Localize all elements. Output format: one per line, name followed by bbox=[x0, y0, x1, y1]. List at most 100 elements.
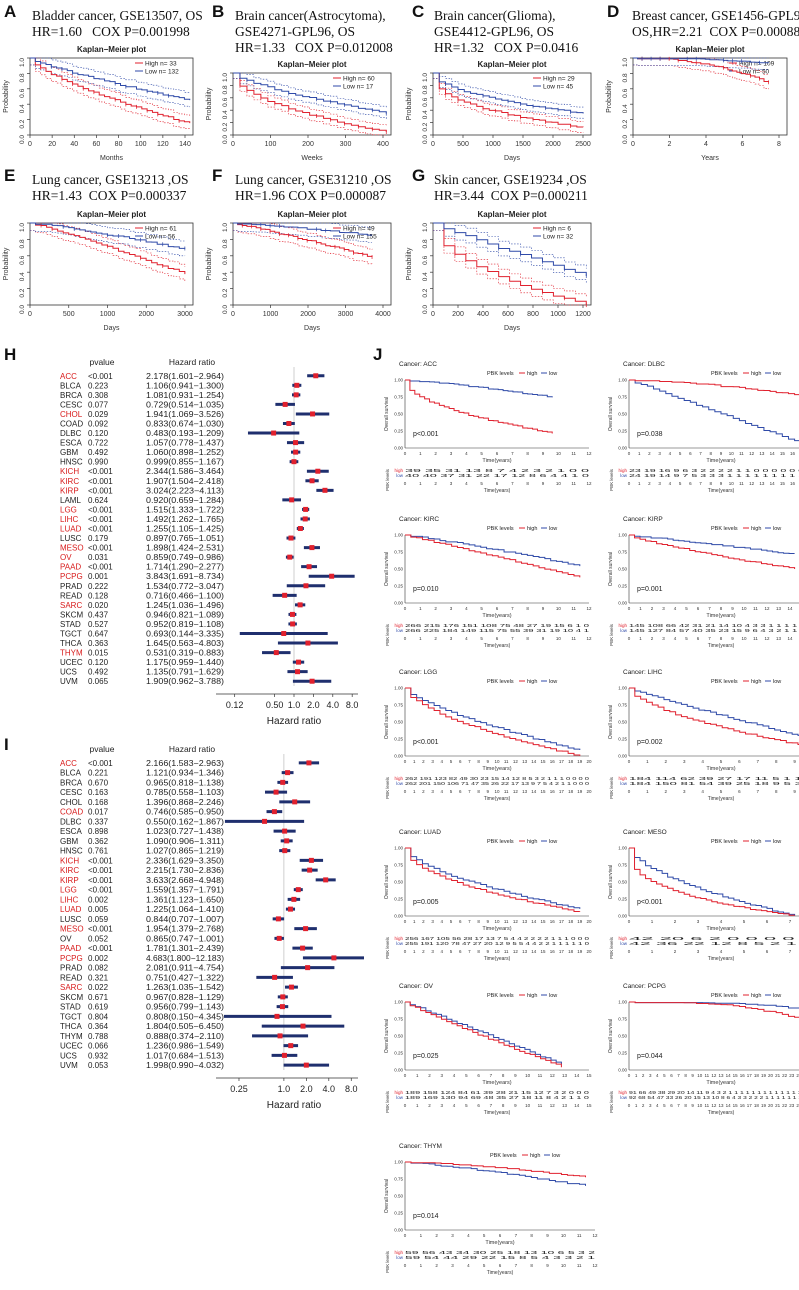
row-pvalue: 0.788 bbox=[88, 1032, 109, 1041]
legend-high-label: High n= 6 bbox=[543, 226, 571, 233]
risk-x-tick-label: 1 bbox=[651, 949, 654, 954]
risk-x-tick-label: 0 bbox=[404, 949, 407, 954]
km-j-legend-title: PBK levels bbox=[711, 839, 738, 845]
risk-x-tick-label: 3 bbox=[649, 1103, 652, 1108]
row-hazard-ratio: 1.263(1.035−1.542) bbox=[146, 983, 224, 992]
hr-point bbox=[282, 593, 287, 598]
panel-label-a: A bbox=[4, 2, 16, 22]
row-cancer-label: LAML bbox=[60, 496, 81, 505]
row-cancer-label: LUAD bbox=[60, 525, 82, 534]
row-hazard-ratio: 3.024(2.223−4.113) bbox=[146, 486, 224, 495]
row-pvalue: <0.001 bbox=[88, 759, 113, 768]
risk-x-tick-label: 2 bbox=[435, 1263, 438, 1268]
hr-point bbox=[289, 497, 294, 502]
row-hazard-ratio: 1.090(0.906−1.311) bbox=[146, 837, 224, 846]
hr-point bbox=[304, 1063, 309, 1068]
x-axis-label: Hazard ratio bbox=[267, 716, 322, 727]
row-pvalue: 0.722 bbox=[88, 439, 109, 448]
x-tick-label: 1000 bbox=[100, 311, 116, 318]
risk-x-tick-label: 5 bbox=[465, 1103, 468, 1108]
x-tick-label: 9 bbox=[487, 759, 490, 764]
row-hazard-ratio: 4.683(1.800−12.183) bbox=[146, 954, 224, 963]
row-hazard-ratio: 0.956(0.799−1.143) bbox=[146, 1003, 224, 1012]
row-cancer-label: ESCA bbox=[60, 827, 82, 836]
risk-x-tick-label: 18 bbox=[568, 949, 574, 954]
panel-e-title: Lung cancer, GSE13213 ,OS HR=1.43 COX P=… bbox=[32, 172, 189, 204]
curve-high bbox=[405, 535, 580, 577]
x-tick-label: 4 bbox=[453, 1073, 456, 1078]
risk-x-tick-label: 0 bbox=[404, 789, 407, 794]
risk-row-low-label: low bbox=[396, 781, 404, 786]
risk-row-low-label: low bbox=[396, 628, 404, 633]
row-hazard-ratio: 1.559(1.357−1.791) bbox=[146, 886, 224, 895]
y-tick-label: 0.4 bbox=[222, 272, 229, 281]
x-tick-label: 1200 bbox=[575, 311, 591, 318]
row-cancer-label: UCEC bbox=[60, 1042, 83, 1051]
hr-point bbox=[303, 507, 308, 512]
risk-x-tick-label: 15 bbox=[540, 789, 546, 794]
risk-x-tick-label: 4 bbox=[674, 636, 677, 641]
x-tick-label: 0 bbox=[628, 759, 631, 764]
x-tick-label: 6 bbox=[766, 919, 769, 924]
y-tick-label: 0.8 bbox=[19, 73, 26, 82]
row-hazard-ratio: 1.396(0.868−2.246) bbox=[146, 798, 224, 807]
km-j-legend-high: high bbox=[751, 679, 761, 685]
x-tick-label: 40 bbox=[70, 141, 78, 148]
row-hazard-ratio: 0.888(0.374−2.110) bbox=[146, 1032, 224, 1041]
risk-table-label: PBK levels bbox=[385, 776, 390, 799]
row-cancer-label: DLBC bbox=[60, 817, 82, 826]
y-tick-label: 1.00 bbox=[394, 1160, 403, 1165]
km-plot-c: Kaplan−Meier plot0.00.20.40.60.81.0Proba… bbox=[403, 55, 603, 165]
risk-x-tick-label: 1 bbox=[416, 1103, 419, 1108]
row-pvalue: 0.002 bbox=[88, 895, 109, 904]
risk-x-axis-label: Time(years) bbox=[484, 796, 511, 802]
hr-point bbox=[310, 478, 315, 483]
y-tick-label: 0.4 bbox=[422, 272, 429, 281]
x-tick-label: 6 bbox=[670, 1073, 673, 1078]
risk-x-tick-label: 3 bbox=[697, 949, 700, 954]
y-tick-label: 0.75 bbox=[394, 863, 403, 868]
km-plot-title: Kaplan−Meier plot bbox=[77, 210, 146, 219]
legend-high-label: High n= 33 bbox=[145, 61, 177, 68]
row-hazard-ratio: 1.081(0.931−1.254) bbox=[146, 391, 224, 400]
risk-x-tick-label: 14 bbox=[531, 789, 537, 794]
y-tick-label: 0.00 bbox=[394, 601, 403, 606]
risk-x-tick-label: 9 bbox=[487, 949, 490, 954]
km-j-legend-title: PBK levels bbox=[711, 993, 738, 999]
legend-high-label: High n= 60 bbox=[343, 76, 375, 83]
hr-point bbox=[298, 526, 303, 531]
row-pvalue: 0.022 bbox=[88, 983, 109, 992]
x-tick-label: 3 bbox=[441, 1073, 444, 1078]
x-axis-label: Days bbox=[304, 325, 320, 332]
row-hazard-ratio: 2.166(1.583−2.963) bbox=[146, 759, 224, 768]
x-tick-label: 16 bbox=[740, 1073, 746, 1078]
risk-row-low: 255 191 120 78 47 27 20 12 9 5 5 4 4 2 2… bbox=[405, 941, 590, 946]
row-hazard-ratio: 1.714(1.290−2.277) bbox=[146, 563, 224, 572]
x-tick-label: 19 bbox=[577, 759, 583, 764]
hr-point bbox=[284, 838, 289, 843]
y-tick-label: 1.0 bbox=[422, 223, 429, 232]
km-plot-title: Kaplan−Meier plot bbox=[277, 60, 346, 69]
x-tick-label: 23 bbox=[789, 1073, 795, 1078]
row-pvalue: 0.029 bbox=[88, 410, 109, 419]
panel-label-d: D bbox=[607, 2, 619, 22]
x-tick-label: 7 bbox=[789, 919, 792, 924]
y-axis-label: Probability bbox=[3, 247, 10, 280]
x-tick-label: 7 bbox=[515, 1233, 518, 1238]
risk-row-low: 266 225 184 149 115 75 55 39 31 19 10 4 … bbox=[405, 628, 590, 633]
risk-x-tick-label: 6 bbox=[670, 1103, 673, 1108]
y-tick-label: 0.25 bbox=[394, 1211, 403, 1216]
risk-x-tick-label: 4 bbox=[669, 481, 672, 486]
risk-x-tick-label: 18 bbox=[568, 789, 574, 794]
x-tick-label: 16 bbox=[550, 759, 556, 764]
risk-x-tick-label: 0 bbox=[404, 1103, 407, 1108]
x-tick-label: 4 bbox=[465, 606, 468, 611]
row-cancer-label: MESO bbox=[60, 544, 84, 553]
risk-x-tick-label: 9 bbox=[542, 636, 545, 641]
risk-x-tick-label: 8 bbox=[684, 1103, 687, 1108]
x-tick-label: 1 bbox=[420, 1233, 423, 1238]
y-tick-label: 1.0 bbox=[222, 223, 229, 232]
hr-point bbox=[301, 1024, 306, 1029]
